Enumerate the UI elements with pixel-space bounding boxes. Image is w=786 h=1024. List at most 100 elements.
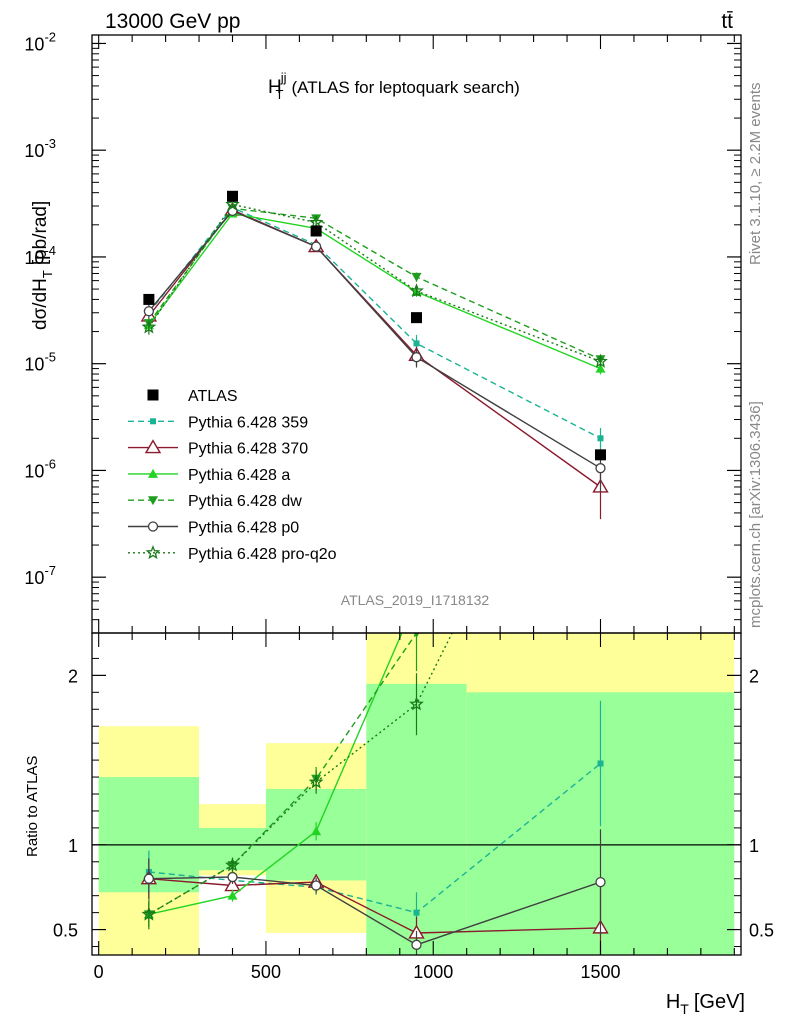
legend-marker-atlas [147, 389, 159, 401]
y-tick-label-exp-5: -2 [44, 29, 56, 44]
data-point-atlas-0 [143, 293, 155, 305]
ratio-marker-pythia-6-428-pro-q2o-0 [141, 906, 157, 921]
legend-marker-pythia-6-428-dw [148, 496, 158, 506]
marker-pythia-6-428-dw-2 [311, 214, 322, 224]
legend-label-pythia-6-428-pro-q2o: Pythia 6.428 pro-q2o [188, 546, 337, 563]
marker-pythia-6-428-pro-q2o-3 [409, 283, 424, 298]
x-tick-label-2: 1000 [413, 962, 453, 982]
marker-pythia-6-428-pro-q2o-1 [225, 196, 240, 211]
legend-marker-pythia-6-428-370 [144, 439, 162, 454]
ratio-marker-pythia-6-428-p0-1 [227, 871, 238, 883]
series-line-pythia-6-428-a [148, 212, 601, 370]
ratio-tick-label-left-0: 0.5 [53, 921, 78, 941]
ratio-marker-pythia-6-428-p0-0 [143, 873, 155, 884]
legend-marker-pythia-6-428-p0 [147, 521, 159, 532]
y-axis-label-sub: T [40, 270, 55, 278]
y-tick-label-exp-2: -5 [44, 350, 56, 365]
y-tick-label-base-2: 10 [24, 355, 44, 375]
legend-entry-pythia-6-428-359: Pythia 6.428 359 [128, 414, 308, 431]
y-tick-label-0: 10-7 [24, 563, 56, 588]
y-tick-label-base-5: 10 [24, 34, 44, 54]
data-point-atlas-3 [411, 312, 422, 324]
marker-pythia-6-428-pro-q2o-4 [593, 353, 608, 368]
x-tick-label-3: 1500 [580, 962, 620, 982]
header-energy: 13000 GeV pp [105, 10, 240, 33]
y-tick-label-3: 10-4 [24, 243, 56, 268]
marker-pythia-6-428-a-4 [595, 363, 606, 373]
y-tick-label-1: 10-6 [24, 456, 56, 481]
ratio-marker-pythia-6-428-dw-3 [413, 633, 420, 638]
y-tick-label-2: 10-5 [24, 350, 56, 375]
marker-pythia-6-428-pro-q2o-2 [308, 214, 324, 229]
series-line-pythia-6-428-dw [148, 207, 601, 360]
marker-pythia-6-428-359-3 [413, 340, 420, 347]
main-series-layer [140, 190, 609, 520]
y-tick-label-base-3: 10 [24, 248, 44, 268]
ratio-marker-pythia-6-428-p0-3 [411, 939, 422, 950]
mcplots-label: mcplots.cern.ch [arXiv:1306.3436] [747, 401, 764, 628]
y-tick-label-4: 10-3 [24, 136, 56, 161]
marker-pythia-6-428-p0-4 [595, 463, 606, 474]
y-tick-label-exp-3: -4 [44, 243, 56, 258]
data-point-atlas-1 [227, 190, 239, 202]
ratio-tick-label-right-2: 2 [749, 666, 759, 686]
legend-entry-pythia-6-428-p0: Pythia 6.428 p0 [128, 520, 299, 537]
legend-label-pythia-6-428-359: Pythia 6.428 359 [188, 414, 308, 431]
x-tick-label-0: 0 [94, 962, 104, 982]
legend-entry-pythia-6-428-370: Pythia 6.428 370 [128, 439, 308, 458]
ratio-line-pythia-6-428-359 [148, 762, 601, 914]
marker-pythia-6-428-p0-2 [310, 241, 322, 252]
y-axis-label-main: dσ/dH [30, 278, 51, 330]
chart-title-sub: T [276, 87, 284, 102]
ratio-marker-pythia-6-428-p0-4 [595, 876, 606, 888]
main-plot-frame [91, 34, 742, 634]
data-point-atlas-4 [594, 449, 606, 461]
rivet-version-label: Rivet 3.1.10, ≥ 2.2M events [747, 83, 764, 266]
ratio-tick-label-left-2: 2 [68, 666, 78, 686]
legend-label-pythia-6-428-dw: Pythia 6.428 dw [188, 493, 302, 510]
y-tick-label-base-0: 10 [24, 568, 44, 588]
legend-label-pythia-6-428-370: Pythia 6.428 370 [188, 441, 308, 458]
legend-entry-pythia-6-428-pro-q2o: Pythia 6.428 pro-q2o [128, 544, 337, 563]
ratio-marker-pythia-6-428-pro-q2o-1 [225, 857, 240, 872]
legend-marker-pythia-6-428-359 [150, 418, 156, 425]
ratio-marker-pythia-6-428-359-4 [597, 760, 604, 767]
ratio-series-layer [140, 633, 609, 955]
y-tick-label-exp-4: -3 [44, 136, 56, 151]
ratio-marker-pythia-6-428-pro-q2o-3 [409, 696, 424, 711]
header-process: tt̄ [721, 10, 733, 33]
y-tick-label-5: 10-2 [24, 29, 56, 54]
x-axis-label-main: H [666, 991, 680, 1013]
marker-pythia-6-428-359-4 [597, 435, 604, 442]
ratio-marker-pythia-6-428-359-3 [413, 909, 420, 916]
analysis-id-label: ATLAS_2019_I1718132 [341, 592, 490, 608]
legend-marker-pythia-6-428-a [148, 468, 158, 478]
y-tick-label-base-1: 10 [24, 461, 44, 481]
ratio-tick-label-right-0: 0.5 [749, 921, 774, 941]
legend-label-pythia-6-428-p0: Pythia 6.428 p0 [188, 520, 299, 537]
legend-entry-pythia-6-428-a: Pythia 6.428 a [128, 467, 290, 484]
ratio-tick-label-right-1: 1 [749, 836, 759, 856]
legend: ATLAS Pythia 6.428 359 Pythia 6.428 370 Pyt… [128, 388, 337, 563]
legend-label-pythia-6-428-a: Pythia 6.428 a [188, 467, 290, 484]
marker-pythia-6-428-dw-3 [411, 272, 422, 282]
y-tick-label-base-4: 10 [24, 141, 44, 161]
x-axis-label-sub: T [680, 1001, 689, 1017]
ratio-tick-label-left-1: 1 [68, 836, 78, 856]
y-tick-label-exp-1: -6 [44, 456, 56, 471]
chart-title-sup: jj [280, 70, 287, 85]
y-axis-label: dσ/dHT [pb/rad] [30, 201, 55, 330]
ratio-y-axis-label: Ratio to ATLAS [24, 756, 41, 857]
legend-entry-pythia-6-428-dw: Pythia 6.428 dw [128, 493, 302, 510]
chart-title: Hjj T (ATLAS for leptoquark search) [268, 70, 520, 102]
ratio-marker-pythia-6-428-p0-2 [310, 880, 322, 891]
x-axis-label-rest: [GeV] [694, 991, 745, 1013]
ratio-line-pythia-6-428-dw [148, 633, 418, 915]
legend-marker-pythia-6-428-pro-q2o [145, 544, 161, 560]
ratio-marker-pythia-6-428-a-2 [311, 826, 322, 836]
chart-title-rest: (ATLAS for leptoquark search) [291, 78, 519, 97]
y-axis-label-rest: [pb/rad] [30, 201, 51, 265]
ratio-marker-pythia-6-428-pro-q2o-2 [308, 774, 324, 789]
